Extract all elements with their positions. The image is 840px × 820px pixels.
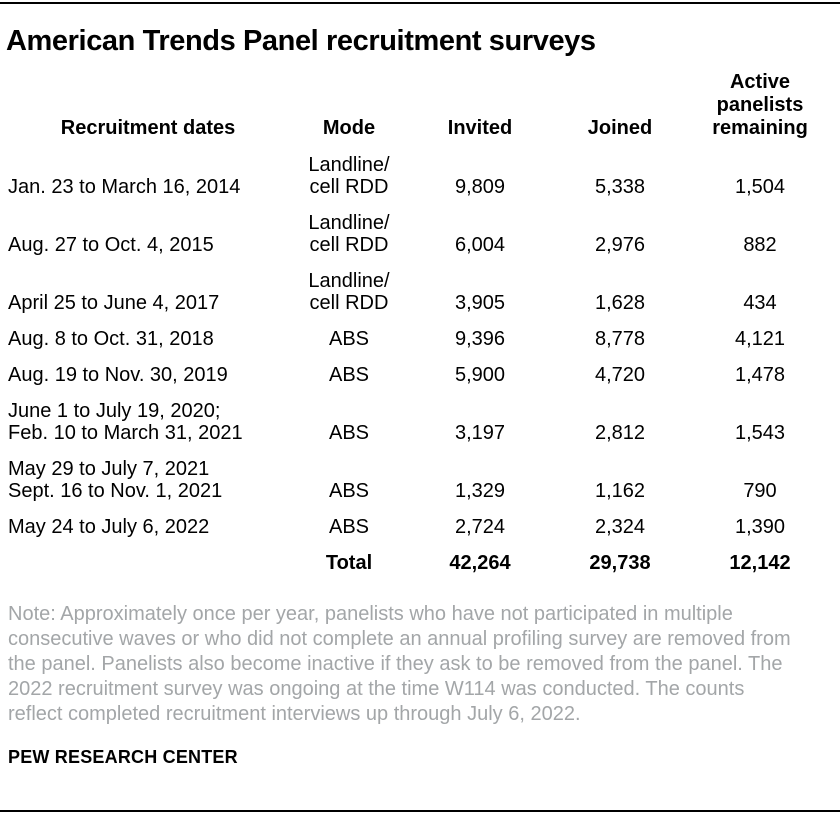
cell-total-empty	[8, 538, 288, 574]
total-joined: 29,738	[589, 552, 651, 574]
total-remaining: 12,142	[729, 552, 791, 574]
total-invited: 42,264	[449, 552, 511, 574]
cell-remaining: 434	[743, 292, 777, 314]
cell-invited: 5,900	[454, 364, 506, 386]
cell-invited: 9,396	[454, 328, 506, 350]
cell-remaining: 1,390	[734, 516, 786, 538]
cell-recruitment-dates: Aug. 8 to Oct. 31, 2018	[8, 328, 214, 350]
cell-recruitment-dates: Aug. 19 to Nov. 30, 2019	[8, 364, 228, 386]
cell-invited: 9,809	[454, 176, 506, 198]
cell-joined: 8,778	[594, 328, 646, 350]
source-label: PEW RESEARCH CENTER	[8, 747, 238, 767]
recruitment-table: Recruitment dates Mode Invited Joined Ac…	[8, 71, 830, 574]
cell-remaining: 4,121	[734, 328, 786, 350]
total-row: Total 42,264 29,738 12,142	[8, 538, 830, 574]
figure-title: American Trends Panel recruitment survey…	[6, 25, 596, 57]
cell-mode: Landline/ cell RDD	[308, 212, 390, 256]
column-header-joined: Joined	[587, 117, 653, 139]
cell-invited: 3,197	[454, 422, 506, 444]
cell-joined: 1,162	[594, 480, 646, 502]
cell-invited: 3,905	[454, 292, 506, 314]
table-row: Jan. 23 to March 16, 2014 Landline/ cell…	[8, 140, 830, 198]
cell-joined: 2,812	[594, 422, 646, 444]
table-row: Aug. 8 to Oct. 31, 2018 ABS 9,396 8,778 …	[8, 314, 830, 350]
cell-joined: 4,720	[594, 364, 646, 386]
note-text: Note: Approximately once per year, panel…	[8, 603, 791, 725]
table-row: Aug. 27 to Oct. 4, 2015 Landline/ cell R…	[8, 198, 830, 256]
table-row: Aug. 19 to Nov. 30, 2019 ABS 5,900 4,720…	[8, 350, 830, 386]
cell-remaining: 882	[743, 234, 777, 256]
cell-remaining: 790	[743, 480, 777, 502]
cell-recruitment-dates: Jan. 23 to March 16, 2014	[8, 176, 241, 198]
cell-invited: 6,004	[454, 234, 506, 256]
cell-remaining: 1,478	[734, 364, 786, 386]
cell-mode: ABS	[328, 516, 370, 538]
table-row: May 29 to July 7, 2021 Sept. 16 to Nov. …	[8, 444, 830, 502]
cell-invited: 1,329	[454, 480, 506, 502]
cell-invited: 2,724	[454, 516, 506, 538]
cell-mode: ABS	[328, 328, 370, 350]
column-header-recruitment-dates: Recruitment dates	[60, 117, 236, 139]
cell-mode: Landline/ cell RDD	[308, 270, 390, 314]
table-row: May 24 to July 6, 2022 ABS 2,724 2,324 1…	[8, 502, 830, 538]
cell-mode: ABS	[328, 364, 370, 386]
cell-joined: 1,628	[594, 292, 646, 314]
cell-remaining: 1,504	[734, 176, 786, 198]
cell-remaining: 1,543	[734, 422, 786, 444]
cell-joined: 5,338	[594, 176, 646, 198]
column-header-invited: Invited	[447, 117, 513, 139]
header-row: Recruitment dates Mode Invited Joined Ac…	[8, 71, 830, 140]
total-label: Total	[325, 552, 373, 574]
bottom-rule	[0, 810, 840, 812]
cell-recruitment-dates: May 24 to July 6, 2022	[8, 516, 210, 538]
cell-joined: 2,324	[594, 516, 646, 538]
column-header-mode: Mode	[322, 117, 376, 139]
cell-mode: ABS	[328, 422, 370, 444]
cell-mode: Landline/ cell RDD	[308, 154, 390, 198]
cell-recruitment-dates: June 1 to July 19, 2020; Feb. 10 to Marc…	[8, 400, 243, 444]
table-row: April 25 to June 4, 2017 Landline/ cell …	[8, 256, 830, 314]
cell-mode: ABS	[328, 480, 370, 502]
top-rule	[0, 2, 840, 4]
column-header-active-panelists-remaining: Active panelists remaining	[712, 71, 808, 139]
cell-recruitment-dates: April 25 to June 4, 2017	[8, 292, 220, 314]
cell-recruitment-dates: Aug. 27 to Oct. 4, 2015	[8, 234, 214, 256]
cell-joined: 2,976	[594, 234, 646, 256]
table-row: June 1 to July 19, 2020; Feb. 10 to Marc…	[8, 386, 830, 444]
cell-recruitment-dates: May 29 to July 7, 2021 Sept. 16 to Nov. …	[8, 458, 223, 502]
